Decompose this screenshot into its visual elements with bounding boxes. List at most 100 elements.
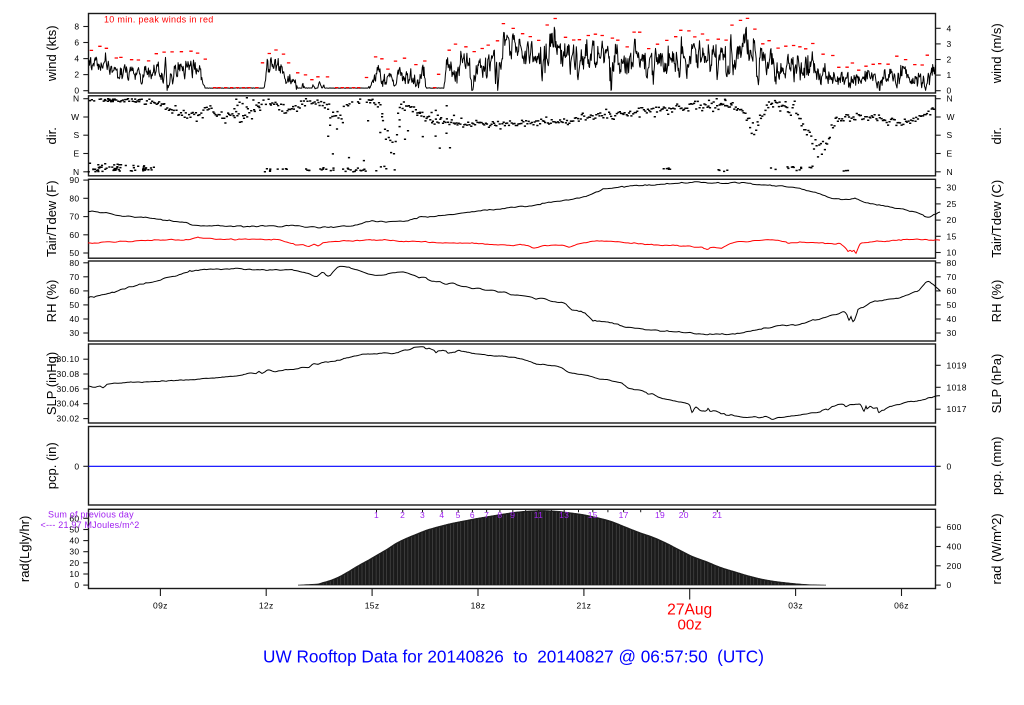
svg-text:50: 50 bbox=[69, 300, 79, 310]
svg-text:W: W bbox=[947, 112, 955, 122]
svg-text:6: 6 bbox=[74, 38, 79, 48]
svg-text:30: 30 bbox=[947, 328, 957, 338]
svg-text:80: 80 bbox=[69, 258, 79, 268]
svg-text:50: 50 bbox=[69, 525, 79, 535]
svg-text:dir.: dir. bbox=[44, 127, 59, 144]
svg-text:Tair/Tdew (F): Tair/Tdew (F) bbox=[44, 180, 59, 257]
svg-text:60: 60 bbox=[69, 230, 79, 240]
svg-text:30.02: 30.02 bbox=[56, 414, 79, 424]
svg-text:400: 400 bbox=[947, 542, 962, 552]
svg-text:0: 0 bbox=[947, 580, 952, 590]
svg-text:11: 11 bbox=[534, 510, 543, 520]
svg-text:3: 3 bbox=[947, 39, 952, 49]
svg-text:0: 0 bbox=[947, 86, 952, 96]
svg-text:0: 0 bbox=[74, 580, 79, 590]
svg-text:21z: 21z bbox=[577, 600, 592, 610]
svg-text:15: 15 bbox=[588, 510, 598, 520]
svg-text:30: 30 bbox=[947, 183, 957, 193]
svg-text:15: 15 bbox=[947, 231, 957, 241]
svg-text:RH (%): RH (%) bbox=[44, 280, 59, 323]
svg-text:<--- 21.97 MJoules/m^2: <--- 21.97 MJoules/m^2 bbox=[41, 520, 140, 530]
svg-text:N: N bbox=[73, 167, 80, 177]
svg-text:09z: 09z bbox=[153, 600, 168, 610]
svg-text:10: 10 bbox=[69, 569, 79, 579]
svg-text:70: 70 bbox=[69, 212, 79, 222]
svg-text:Sum of previous day: Sum of previous day bbox=[48, 510, 134, 520]
svg-text:15z: 15z bbox=[365, 600, 380, 610]
svg-text:21: 21 bbox=[712, 510, 722, 520]
svg-text:60: 60 bbox=[69, 513, 79, 523]
svg-text:60: 60 bbox=[69, 286, 79, 296]
svg-text:25: 25 bbox=[947, 199, 957, 209]
svg-text:UW Rooftop Data for 20140826: UW Rooftop Data for 20140826 to 20140827… bbox=[263, 647, 764, 667]
svg-text:9: 9 bbox=[510, 510, 515, 520]
svg-text:18z: 18z bbox=[471, 600, 486, 610]
svg-text:2: 2 bbox=[400, 510, 405, 520]
svg-text:W: W bbox=[71, 112, 79, 122]
svg-text:80: 80 bbox=[947, 258, 957, 268]
svg-text:E: E bbox=[73, 149, 79, 159]
svg-text:7: 7 bbox=[484, 510, 489, 520]
svg-text:70: 70 bbox=[69, 272, 79, 282]
svg-text:pcp. (in): pcp. (in) bbox=[44, 442, 59, 489]
svg-text:3: 3 bbox=[420, 510, 425, 520]
svg-text:10: 10 bbox=[947, 248, 957, 258]
svg-text:30: 30 bbox=[69, 328, 79, 338]
svg-text:60: 60 bbox=[947, 286, 957, 296]
svg-text:27Aug: 27Aug bbox=[667, 602, 712, 619]
svg-text:pcp. (mm): pcp. (mm) bbox=[989, 437, 1004, 496]
svg-text:12z: 12z bbox=[259, 600, 274, 610]
svg-text:1: 1 bbox=[374, 510, 379, 520]
svg-text:N: N bbox=[947, 94, 954, 104]
svg-text:N: N bbox=[73, 94, 80, 104]
svg-text:200: 200 bbox=[947, 561, 962, 571]
svg-text:S: S bbox=[947, 130, 953, 140]
svg-text:8: 8 bbox=[497, 510, 502, 520]
svg-text:1019: 1019 bbox=[947, 360, 967, 370]
svg-text:0: 0 bbox=[947, 461, 952, 471]
svg-text:6: 6 bbox=[470, 510, 475, 520]
svg-text:30.04: 30.04 bbox=[56, 399, 79, 409]
svg-text:20: 20 bbox=[69, 558, 79, 568]
svg-text:2: 2 bbox=[74, 70, 79, 80]
svg-text:19: 19 bbox=[655, 510, 665, 520]
svg-text:17: 17 bbox=[619, 510, 629, 520]
svg-text:20: 20 bbox=[947, 215, 957, 225]
svg-text:06z: 06z bbox=[894, 600, 909, 610]
svg-text:03z: 03z bbox=[788, 600, 803, 610]
svg-text:1018: 1018 bbox=[947, 382, 967, 392]
svg-text:dir.: dir. bbox=[989, 127, 1004, 144]
svg-text:S: S bbox=[73, 130, 79, 140]
svg-text:50: 50 bbox=[69, 248, 79, 258]
svg-text:0: 0 bbox=[74, 86, 79, 96]
svg-text:10 min. peak winds in red: 10 min. peak winds in red bbox=[104, 15, 214, 25]
svg-text:80: 80 bbox=[69, 193, 79, 203]
svg-text:40: 40 bbox=[947, 314, 957, 324]
svg-text:5: 5 bbox=[456, 510, 461, 520]
svg-text:40: 40 bbox=[69, 536, 79, 546]
svg-text:SLP (inHg): SLP (inHg) bbox=[44, 352, 59, 415]
svg-text:rad (W/m^2): rad (W/m^2) bbox=[989, 513, 1004, 584]
svg-text:50: 50 bbox=[947, 300, 957, 310]
svg-text:E: E bbox=[947, 149, 953, 159]
svg-text:1: 1 bbox=[947, 70, 952, 80]
svg-text:4: 4 bbox=[74, 54, 79, 64]
svg-text:30.08: 30.08 bbox=[56, 369, 79, 379]
svg-text:20: 20 bbox=[679, 510, 689, 520]
svg-text:RH (%): RH (%) bbox=[989, 280, 1004, 323]
svg-text:4: 4 bbox=[439, 510, 444, 520]
svg-text:0: 0 bbox=[74, 461, 79, 471]
svg-text:90: 90 bbox=[69, 175, 79, 185]
svg-text:wind (m/s): wind (m/s) bbox=[989, 23, 1004, 84]
svg-text:30.10: 30.10 bbox=[56, 354, 79, 364]
svg-text:4: 4 bbox=[947, 23, 952, 33]
svg-text:00z: 00z bbox=[677, 617, 702, 634]
svg-text:rad(Lgly/hr): rad(Lgly/hr) bbox=[17, 516, 32, 582]
svg-text:1017: 1017 bbox=[947, 404, 967, 414]
svg-text:SLP (hPa): SLP (hPa) bbox=[989, 354, 1004, 414]
svg-text:2: 2 bbox=[947, 55, 952, 65]
svg-text:8: 8 bbox=[74, 22, 79, 32]
svg-text:Tair/Tdew (C): Tair/Tdew (C) bbox=[989, 180, 1004, 258]
svg-text:40: 40 bbox=[69, 314, 79, 324]
svg-text:30: 30 bbox=[69, 547, 79, 557]
